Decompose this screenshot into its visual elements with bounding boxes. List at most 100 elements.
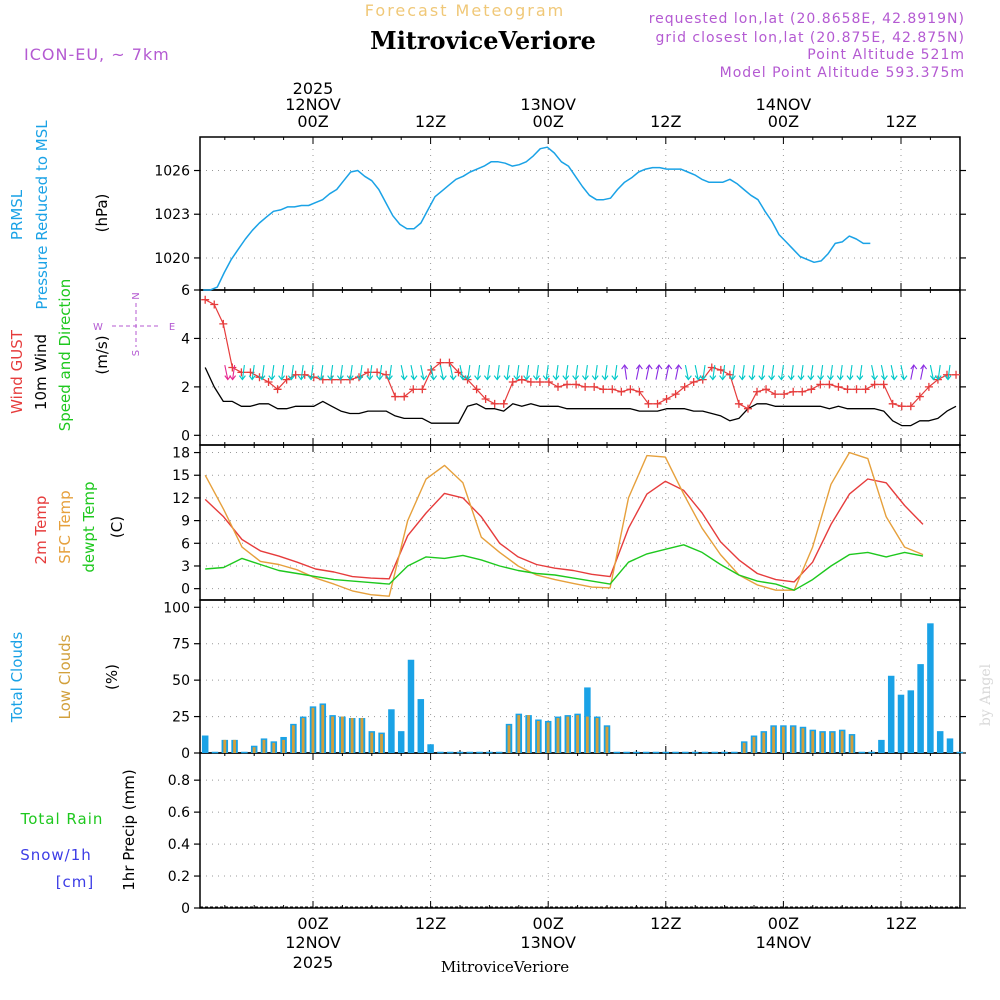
wind-direction-arrow bbox=[771, 365, 775, 380]
wind-direction-arrow bbox=[339, 365, 343, 380]
year-bottom: 2025 bbox=[293, 953, 334, 972]
gust-marker bbox=[418, 385, 427, 394]
panel-frame bbox=[199, 752, 961, 909]
wind-arrow-head bbox=[684, 375, 692, 381]
wind-direction-arrow bbox=[780, 365, 784, 380]
y-tick-label: 25 bbox=[172, 710, 190, 726]
wind-direction-arrow bbox=[496, 365, 500, 380]
low-cloud-bar bbox=[546, 722, 550, 753]
wind-arrow-head bbox=[890, 375, 898, 381]
gust-marker bbox=[228, 363, 237, 372]
low-cloud-bar bbox=[850, 735, 854, 753]
wind-arrow-head bbox=[376, 375, 384, 381]
y-tick-label: 3 bbox=[181, 559, 190, 575]
wind-arrow-head bbox=[248, 375, 256, 381]
location-title: MitroviceVeriore bbox=[370, 26, 596, 55]
low-cloud-bar bbox=[830, 732, 834, 753]
wind-direction-arrow bbox=[388, 365, 392, 380]
low-cloud-bar bbox=[840, 731, 844, 753]
wind-direction-arrow bbox=[655, 364, 660, 380]
gust-marker bbox=[590, 382, 599, 391]
wind-direction-arrow bbox=[281, 365, 285, 380]
gust-marker bbox=[273, 385, 282, 394]
point-altitude: Point Altitude 521m bbox=[807, 47, 965, 63]
time-tick-bottom: 12Z bbox=[885, 914, 916, 933]
wind-arrow-head bbox=[920, 364, 928, 370]
wind-direction-arrow bbox=[241, 365, 245, 380]
gust-marker bbox=[843, 385, 852, 394]
wind-arrow-head bbox=[327, 375, 335, 381]
degc-label: (C) bbox=[108, 516, 126, 538]
wind-direction-arrow bbox=[890, 364, 895, 380]
gust-marker bbox=[599, 385, 608, 394]
low-cloud-bar bbox=[576, 715, 579, 753]
y-tick-label: 50 bbox=[172, 673, 190, 689]
gust-marker bbox=[581, 382, 590, 391]
total-cloud-bar bbox=[887, 675, 895, 753]
total-cloud-bar bbox=[201, 735, 209, 753]
wind-arrow-head bbox=[464, 375, 472, 381]
y-tick-label: 6 bbox=[181, 536, 190, 552]
total-cloud-bar bbox=[917, 664, 924, 753]
wind-arrow-head bbox=[880, 375, 888, 381]
gust-label: Wind GUST bbox=[8, 329, 26, 414]
wind-direction-arrow bbox=[516, 365, 520, 380]
model-label: ICON-EU, ~ 7km bbox=[24, 45, 170, 64]
low-cloud-bar bbox=[536, 720, 540, 753]
wind-arrow-head bbox=[900, 375, 908, 381]
time-tick-bottom: 00Z bbox=[297, 914, 328, 933]
wind-direction-arrow bbox=[790, 365, 794, 380]
wind-arrow-head bbox=[356, 375, 364, 381]
wind-direction-arrow bbox=[271, 365, 275, 380]
gust-marker bbox=[816, 380, 825, 389]
y-tick-label: 0 bbox=[181, 582, 190, 598]
gust-marker bbox=[291, 370, 300, 379]
wind-arrow-head bbox=[493, 375, 501, 381]
gust-marker bbox=[445, 358, 454, 367]
wind-arrow-head bbox=[420, 375, 428, 381]
wind-arrow-head bbox=[709, 375, 717, 381]
low-cloud-bar bbox=[331, 716, 334, 753]
time-tick-bottom: 12Z bbox=[650, 914, 681, 933]
wind-direction-arrow bbox=[359, 365, 363, 380]
y-tick-label: 9 bbox=[181, 514, 190, 530]
wind-direction-arrow bbox=[251, 365, 255, 380]
gust-marker bbox=[897, 402, 906, 411]
y-tick-label: 2 bbox=[181, 380, 190, 396]
wind-arrow-head bbox=[449, 375, 457, 381]
wind-direction-arrow bbox=[349, 365, 353, 380]
time-tick-bottom: 00Z bbox=[533, 914, 564, 933]
wind-arrow-head bbox=[719, 375, 727, 381]
sfc-temp-label: SFC Temp bbox=[56, 490, 74, 563]
wind-direction-arrow bbox=[545, 365, 549, 380]
low-cloud-bar bbox=[595, 718, 599, 753]
wind-arrow-head bbox=[552, 375, 560, 381]
y-tick-label: 100 bbox=[163, 600, 190, 616]
wind-direction-arrow bbox=[320, 365, 324, 380]
gust-marker bbox=[879, 380, 888, 389]
wind-direction-arrow bbox=[920, 364, 925, 380]
pressure-line bbox=[203, 146, 871, 291]
total-cloud-bar bbox=[927, 623, 934, 753]
wind-arrow-head bbox=[385, 375, 393, 381]
gust-marker bbox=[219, 319, 228, 328]
wind-direction-arrow bbox=[379, 365, 383, 380]
low-cloud-bar bbox=[585, 716, 589, 753]
wind-direction-arrow bbox=[565, 365, 569, 380]
gust-marker bbox=[490, 399, 499, 408]
wind-direction-arrow bbox=[290, 365, 294, 380]
total-cloud-bar bbox=[397, 731, 405, 753]
gust-marker bbox=[554, 382, 562, 391]
low-cloud-bar bbox=[762, 732, 766, 753]
wind-direction-arrow bbox=[910, 364, 915, 380]
gust-marker bbox=[924, 382, 933, 391]
wind-arrow-head bbox=[621, 364, 629, 370]
wind-direction-arrow bbox=[555, 365, 559, 380]
total-cloud-bar bbox=[407, 659, 415, 753]
wind-arrow-head bbox=[439, 375, 447, 381]
low-cloud-bar bbox=[752, 736, 756, 753]
pct-label: (%) bbox=[103, 664, 121, 690]
low-cloud-bar bbox=[233, 739, 236, 753]
wind-arrow-head bbox=[787, 375, 795, 381]
